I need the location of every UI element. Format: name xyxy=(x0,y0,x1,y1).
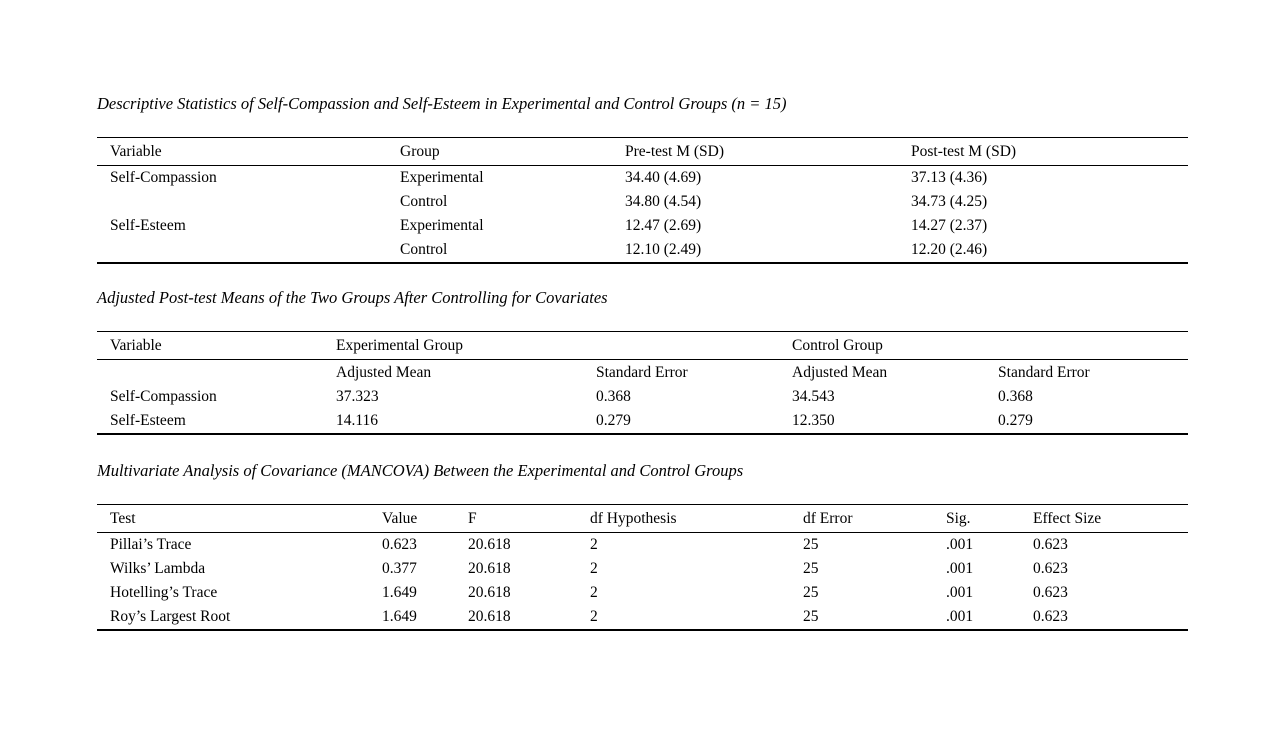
table-row: Pillai’s Trace 0.623 20.618 2 25 .001 0.… xyxy=(97,533,1188,558)
table-cell: 0.623 xyxy=(1033,608,1068,625)
mancova-table: Test Value F df Hypothesis df Error Sig.… xyxy=(97,504,1188,631)
column-header-variable: Variable xyxy=(110,142,162,160)
table-cell: 0.623 xyxy=(382,536,417,553)
column-header-test: Test xyxy=(110,509,136,527)
adjusted-means-title: Adjusted Post-test Means of the Two Grou… xyxy=(97,288,608,307)
table-group-header-row: Variable Experimental Group Control Grou… xyxy=(97,332,1189,360)
table-cell: 2 xyxy=(590,560,598,577)
column-subheader-adjusted-mean: Adjusted Mean xyxy=(792,363,888,381)
table-cell: 14.27 (2.37) xyxy=(911,217,988,234)
row-label xyxy=(97,238,387,263)
column-header-variable: Variable xyxy=(110,336,162,354)
table-header-row: Variable Group Pre-test M (SD) Post-test… xyxy=(97,138,1188,166)
column-subheader-standard-error: Standard Error xyxy=(998,363,1090,381)
row-label: Roy’s Largest Root xyxy=(110,608,231,625)
table-row: Hotelling’s Trace 1.649 20.618 2 25 .001… xyxy=(97,581,1188,605)
row-label: Self-Compassion xyxy=(110,169,217,186)
column-subheader-blank xyxy=(97,360,323,386)
table-row: Self-Esteem 14.116 0.279 12.350 0.279 xyxy=(97,409,1188,434)
table-cell: .001 xyxy=(946,536,974,553)
table-cell: 0.368 xyxy=(596,388,631,405)
table-cell: 12.20 (2.46) xyxy=(911,241,988,258)
column-header-experimental-group: Experimental Group xyxy=(336,336,463,354)
column-header-sig: Sig. xyxy=(946,509,971,527)
table-header-row: Test Value F df Hypothesis df Error Sig.… xyxy=(97,505,1188,533)
mancova-title: Multivariate Analysis of Covariance (MAN… xyxy=(97,461,744,480)
table-cell: 37.13 (4.36) xyxy=(911,169,988,186)
descriptive-statistics-title: Descriptive Statistics of Self-Compassio… xyxy=(97,94,787,113)
column-subheader-adjusted-mean: Adjusted Mean xyxy=(336,363,432,381)
table-row: Control 34.80 (4.54) 34.73 (4.25) xyxy=(97,190,1188,214)
table-cell: 2 xyxy=(590,536,598,553)
table-cell: 25 xyxy=(803,584,819,601)
table-cell: 20.618 xyxy=(468,584,511,601)
column-header-group: Group xyxy=(400,142,440,160)
table-cell: 0.279 xyxy=(596,412,631,429)
column-subheader-standard-error: Standard Error xyxy=(596,363,688,381)
table-cell: 0.623 xyxy=(1033,584,1068,601)
table-cell: 12.47 (2.69) xyxy=(625,217,702,234)
table-cell: 34.40 (4.69) xyxy=(625,169,702,186)
table-cell: 2 xyxy=(590,584,598,601)
column-header-value: Value xyxy=(382,509,418,527)
table-cell: .001 xyxy=(946,584,974,601)
table-cell: 14.116 xyxy=(336,412,379,429)
table-cell: 0.623 xyxy=(1033,560,1068,577)
table-cell: 12.350 xyxy=(792,412,835,429)
column-header-pretest: Pre-test M (SD) xyxy=(625,142,725,160)
table-cell: 0.377 xyxy=(382,560,417,577)
table-cell: 37.323 xyxy=(336,388,379,405)
table-cell: 34.80 (4.54) xyxy=(625,193,702,210)
column-header-df-error: df Error xyxy=(803,509,853,527)
row-label: Hotelling’s Trace xyxy=(110,584,218,601)
row-label: Pillai’s Trace xyxy=(110,536,192,553)
section-descriptive-statistics: Descriptive Statistics of Self-Compassio… xyxy=(97,94,1188,264)
table-cell: 25 xyxy=(803,536,819,553)
table-cell: .001 xyxy=(946,608,974,625)
table-cell: 0.279 xyxy=(998,412,1033,429)
table-cell: 25 xyxy=(803,608,819,625)
table-cell: Experimental xyxy=(400,217,484,234)
table-cell: 0.623 xyxy=(1033,536,1068,553)
table-cell: 34.73 (4.25) xyxy=(911,193,988,210)
table-cell: 0.368 xyxy=(998,388,1033,405)
table-row: Self-Esteem Experimental 12.47 (2.69) 14… xyxy=(97,214,1188,238)
column-header-posttest: Post-test M (SD) xyxy=(911,142,1017,160)
section-mancova: Multivariate Analysis of Covariance (MAN… xyxy=(97,461,1188,631)
table-cell: 1.649 xyxy=(382,608,417,625)
table-row: Self-Compassion Experimental 34.40 (4.69… xyxy=(97,166,1188,191)
table-cell: 20.618 xyxy=(468,536,511,553)
table-cell: 12.10 (2.49) xyxy=(625,241,702,258)
table-cell: Control xyxy=(400,193,448,210)
adjusted-means-table: Variable Experimental Group Control Grou… xyxy=(97,331,1189,435)
column-header-f: F xyxy=(468,509,477,527)
table-cell: 20.618 xyxy=(468,560,511,577)
table-cell: 2 xyxy=(590,608,598,625)
row-label: Self-Compassion xyxy=(110,388,217,405)
section-adjusted-means: Adjusted Post-test Means of the Two Grou… xyxy=(97,288,1189,435)
row-label xyxy=(97,190,387,214)
table-row: Self-Compassion 37.323 0.368 34.543 0.36… xyxy=(97,385,1188,409)
descriptive-statistics-table: Variable Group Pre-test M (SD) Post-test… xyxy=(97,137,1188,264)
table-cell: Control xyxy=(400,241,448,258)
row-label: Self-Esteem xyxy=(110,412,186,429)
table-cell: Experimental xyxy=(400,169,484,186)
table-row: Wilks’ Lambda 0.377 20.618 2 25 .001 0.6… xyxy=(97,557,1188,581)
column-header-df-hypothesis: df Hypothesis xyxy=(590,509,677,527)
row-label: Wilks’ Lambda xyxy=(110,560,206,577)
table-cell: 20.618 xyxy=(468,608,511,625)
table-cell: 34.543 xyxy=(792,388,835,405)
table-cell: .001 xyxy=(946,560,974,577)
table-row: Control 12.10 (2.49) 12.20 (2.46) xyxy=(97,238,1188,263)
column-header-control-group: Control Group xyxy=(792,336,883,354)
table-cell: 1.649 xyxy=(382,584,417,601)
table-row: Roy’s Largest Root 1.649 20.618 2 25 .00… xyxy=(97,605,1188,630)
table-cell: 25 xyxy=(803,560,819,577)
column-header-effect-size: Effect Size xyxy=(1033,509,1102,527)
row-label: Self-Esteem xyxy=(110,217,186,234)
table-subheader-row: Adjusted Mean Standard Error Adjusted Me… xyxy=(97,360,1188,386)
